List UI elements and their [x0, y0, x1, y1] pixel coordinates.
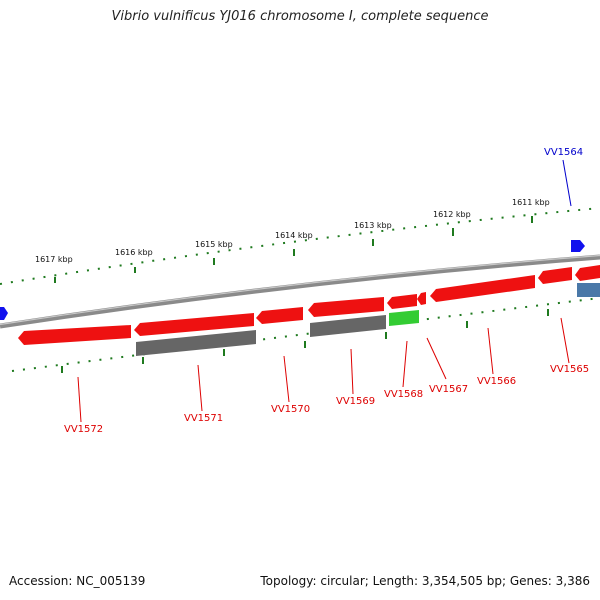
gene-label-vv1570[interactable]: VV1570	[271, 404, 310, 415]
gene-arrow-blue-left[interactable]	[0, 307, 8, 320]
leader-vv1565	[560, 317, 570, 364]
gene-label-vv1572[interactable]: VV1572	[64, 424, 103, 435]
leader-vv1571	[197, 364, 203, 412]
scale-label: 1615 kbp	[195, 240, 233, 249]
lower-scale-track	[11, 297, 600, 372]
scale-label: 1613 kbp	[354, 221, 392, 230]
gene-bar-vv1569[interactable]	[310, 315, 386, 337]
scale-label: 1612 kbp	[433, 210, 471, 219]
accession-text: Accession: NC_005139	[9, 574, 146, 588]
scale-label: 1616 kbp	[115, 248, 153, 257]
leader-vv1572	[77, 376, 82, 423]
gene-arrow-vv1570[interactable]	[256, 307, 303, 324]
topology-summary: Topology: circular; Length: 3,354,505 bp…	[260, 574, 590, 588]
leader-vv1568	[402, 340, 408, 388]
gene-label-vv1567[interactable]: VV1567	[429, 384, 468, 395]
chromosome-backbone-highlight	[0, 254, 600, 326]
gene-arrow-vv1572[interactable]	[18, 325, 131, 345]
scale-labels: 1617 kbp 1616 kbp 1615 kbp 1614 kbp 1613…	[35, 198, 550, 264]
chromosome-backbone	[0, 254, 600, 329]
gene-arrow-vv1571[interactable]	[134, 313, 254, 336]
gene-bar-vv1571[interactable]	[136, 330, 256, 356]
gene-arrow-vv1568-fwd[interactable]	[387, 294, 417, 309]
upper-major-ticks	[54, 216, 533, 283]
gene-bar-vv1568[interactable]	[389, 310, 419, 326]
leader-vv1567	[426, 337, 447, 380]
gene-bar-steelblue[interactable]	[577, 283, 600, 297]
gene-label-vv1565[interactable]: VV1565	[550, 364, 589, 375]
gene-arrow-vv1567[interactable]	[417, 292, 426, 305]
scale-label: 1617 kbp	[35, 255, 73, 264]
leader-vv1564	[562, 159, 572, 207]
leader-vv1570	[283, 355, 290, 403]
leader-vv1569	[350, 348, 354, 395]
leader-vv1566	[487, 327, 494, 375]
gene-label-vv1564[interactable]: VV1564	[544, 147, 583, 158]
gene-arrow-vv1569-fwd[interactable]	[308, 297, 384, 317]
gene-label-vv1569[interactable]: VV1569	[336, 396, 375, 407]
gene-arrow-vv1566[interactable]	[430, 275, 535, 302]
map-title: Vibrio vulnificus YJ016 chromosome I, co…	[111, 9, 489, 24]
gene-label-vv1566[interactable]: VV1566	[477, 376, 516, 387]
lower-major-ticks	[61, 309, 549, 373]
upper-scale-track	[0, 207, 600, 285]
gene-label-vv1568[interactable]: VV1568	[384, 389, 423, 400]
gene-label-vv1571[interactable]: VV1571	[184, 413, 223, 424]
scale-label: 1614 kbp	[275, 231, 313, 240]
gene-arrow-vv1565[interactable]	[538, 267, 572, 284]
gene-arrow-vv1565-next[interactable]	[575, 265, 600, 281]
gene-arrow-blue-right[interactable]	[571, 240, 585, 252]
scale-label: 1611 kbp	[512, 198, 550, 207]
label-leader-lines	[77, 159, 572, 423]
gene-labels: VV1564 VV1565 VV1566 VV1567 VV1568 VV156…	[64, 147, 589, 435]
